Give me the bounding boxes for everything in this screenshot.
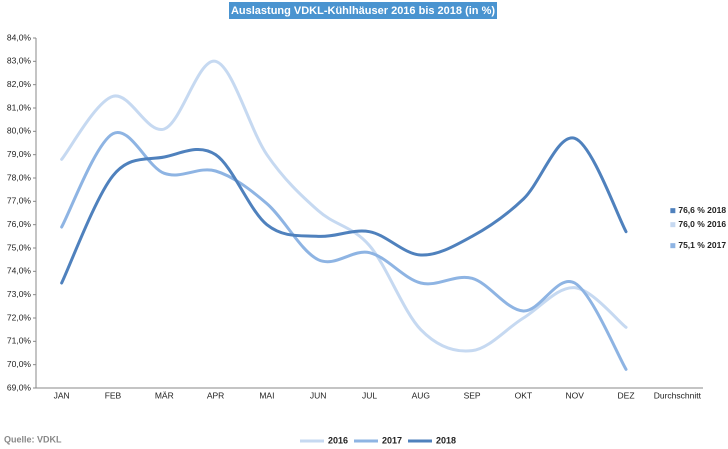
x-tick-label: APR — [207, 390, 224, 400]
y-tick-label: 69,0% — [7, 382, 32, 392]
x-tick-label: DEZ — [618, 390, 635, 400]
series-line — [60, 136, 628, 285]
average-marker — [670, 208, 676, 214]
average-marker — [670, 222, 676, 228]
average-label: 76,0 % 2016 — [678, 219, 726, 229]
y-tick-label: 70,0% — [7, 359, 32, 369]
y-tick-label: 82,0% — [7, 79, 32, 89]
chart-title: Auslastung VDKL-Kühlhäuser 2016 bis 2018… — [231, 5, 495, 17]
y-tick-label: 73,0% — [7, 289, 32, 299]
y-tick-label: 75,0% — [7, 242, 32, 252]
legend-label: 2017 — [382, 435, 402, 445]
x-tick-label: MAI — [259, 390, 274, 400]
x-tick-label: AUG — [412, 390, 430, 400]
average-label: 76,6 % 2018 — [678, 205, 726, 215]
average-label: 75,1 % 2017 — [678, 240, 726, 250]
y-tick-label: 71,0% — [7, 336, 32, 346]
legend-label: 2016 — [328, 435, 348, 445]
y-tick-label: 76,0% — [7, 219, 32, 229]
x-tick-label: JUL — [362, 390, 377, 400]
x-tick-label: JAN — [54, 390, 70, 400]
series-line — [60, 59, 628, 353]
series-line — [60, 130, 628, 371]
y-tick-label: 72,0% — [7, 312, 32, 322]
y-tick-label: 84,0% — [7, 32, 32, 42]
title-box — [229, 2, 497, 19]
y-tick-label: 81,0% — [7, 102, 32, 112]
legend-label: 2018 — [436, 435, 456, 445]
y-tick-label: 80,0% — [7, 126, 32, 136]
y-tick-label: 78,0% — [7, 172, 32, 182]
x-tick-label: OKT — [515, 390, 532, 400]
y-tick-label: 77,0% — [7, 196, 32, 206]
x-tick-label: MÄR — [155, 390, 174, 400]
x-tick-label: FEB — [105, 390, 122, 400]
y-tick-label: 79,0% — [7, 149, 32, 159]
x-tick-label: Durchschnitt — [654, 390, 702, 400]
y-tick-label: 83,0% — [7, 56, 32, 66]
x-tick-label: SEP — [464, 390, 481, 400]
x-tick-label: JUN — [310, 390, 327, 400]
source: Quelle: VDKL — [4, 434, 62, 444]
average-marker — [670, 243, 676, 249]
y-tick-label: 74,0% — [7, 266, 32, 276]
x-tick-label: NOV — [566, 390, 585, 400]
